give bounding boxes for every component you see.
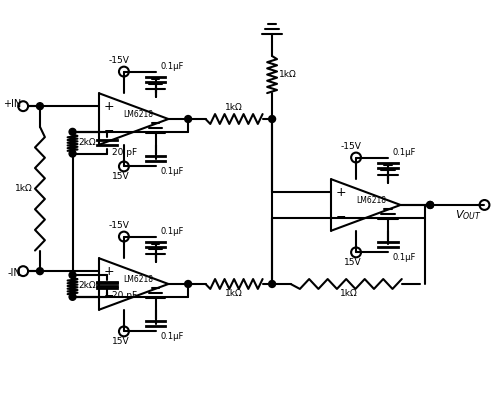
Text: LM6218: LM6218: [356, 195, 386, 204]
Text: -15V: -15V: [108, 56, 130, 65]
Text: 1kΩ: 1kΩ: [340, 289, 357, 298]
Circle shape: [268, 116, 276, 123]
Text: LM6218: LM6218: [124, 274, 154, 284]
Text: -15V: -15V: [108, 221, 130, 230]
Circle shape: [69, 129, 76, 135]
Text: 0.1μF: 0.1μF: [160, 227, 184, 236]
Text: 2kΩ: 2kΩ: [78, 138, 96, 147]
Text: 0.1μF: 0.1μF: [392, 253, 416, 262]
Circle shape: [426, 202, 434, 208]
Circle shape: [69, 272, 76, 278]
Text: +: +: [104, 265, 115, 278]
Circle shape: [18, 266, 28, 276]
Text: 20 pF: 20 pF: [112, 291, 137, 300]
Text: 0.1μF: 0.1μF: [160, 167, 184, 176]
Text: 15V: 15V: [112, 337, 130, 346]
Text: +: +: [104, 100, 115, 113]
Text: -15V: -15V: [340, 142, 361, 151]
Circle shape: [268, 280, 276, 287]
Circle shape: [18, 101, 28, 111]
Text: 0.1μF: 0.1μF: [392, 148, 416, 157]
Text: 1kΩ: 1kΩ: [279, 70, 297, 79]
Circle shape: [36, 268, 44, 274]
Circle shape: [351, 247, 361, 257]
Circle shape: [119, 162, 129, 171]
Text: 20 pF: 20 pF: [112, 148, 137, 157]
Text: 1kΩ: 1kΩ: [16, 184, 33, 193]
Text: 0.1μF: 0.1μF: [160, 62, 184, 71]
Text: 15V: 15V: [344, 258, 362, 267]
Circle shape: [119, 326, 129, 337]
Circle shape: [119, 232, 129, 241]
Circle shape: [36, 103, 44, 110]
Text: 15V: 15V: [112, 172, 130, 181]
Circle shape: [69, 150, 76, 157]
Text: −: −: [104, 290, 115, 303]
Text: -IN: -IN: [8, 268, 21, 278]
Circle shape: [426, 202, 434, 208]
Text: +: +: [336, 186, 346, 199]
Text: 1kΩ: 1kΩ: [225, 103, 243, 112]
Circle shape: [69, 293, 76, 300]
Circle shape: [351, 153, 361, 162]
Text: −: −: [104, 125, 115, 138]
Text: −: −: [336, 211, 346, 224]
Text: $V_{OUT}$: $V_{OUT}$: [455, 208, 481, 222]
Circle shape: [480, 200, 490, 210]
Text: 1kΩ: 1kΩ: [225, 289, 243, 298]
Circle shape: [119, 66, 129, 77]
Text: +IN: +IN: [3, 99, 21, 109]
Text: LM6218: LM6218: [124, 110, 154, 118]
Circle shape: [184, 280, 192, 287]
Text: 2kΩ: 2kΩ: [78, 281, 96, 291]
Text: 0.1μF: 0.1μF: [160, 332, 184, 341]
Circle shape: [184, 116, 192, 123]
